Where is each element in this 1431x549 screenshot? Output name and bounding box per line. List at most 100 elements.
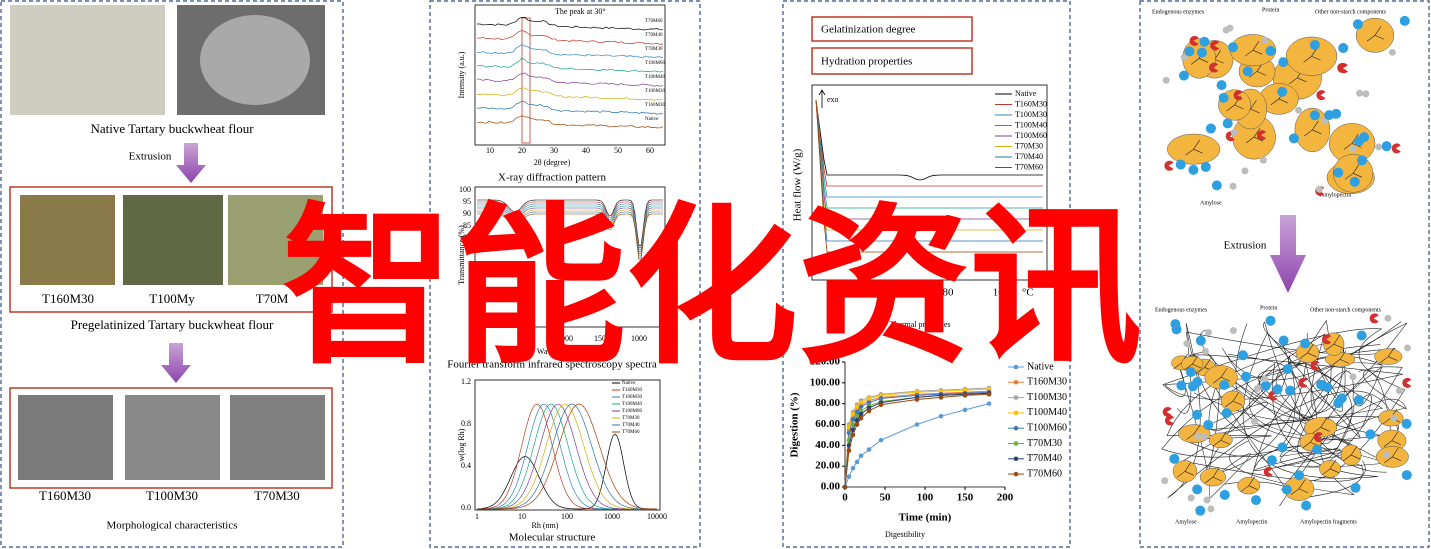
enzyme: [1209, 62, 1219, 73]
protein: [1265, 45, 1276, 56]
y-tick-label: 80.00: [815, 397, 840, 409]
enzyme: [1322, 334, 1332, 345]
protein: [1277, 442, 1288, 453]
protein: [1278, 57, 1289, 68]
x-tick-label: 10: [518, 512, 526, 521]
x-tick-label: 10: [486, 146, 494, 155]
arrow: [176, 143, 206, 183]
protein: [1281, 484, 1292, 495]
photo-detail: [200, 15, 310, 105]
protein: [1266, 455, 1277, 466]
x-tick-label: 50: [614, 146, 622, 155]
point: [854, 413, 860, 419]
point: [850, 465, 856, 471]
chain: [1192, 319, 1381, 447]
protein: [1401, 418, 1412, 429]
line: [844, 392, 990, 488]
curve: [477, 403, 657, 510]
panel-1: Native Tartary buckwheat flour Extrusion…: [9, 5, 333, 532]
curve: [477, 213, 663, 260]
legend-label: T70M40: [1015, 152, 1043, 161]
plot-frame: [474, 379, 661, 511]
line: [844, 390, 990, 488]
legend-label: T100M60: [1015, 131, 1047, 140]
other: [1295, 106, 1303, 114]
other: [1253, 385, 1261, 393]
point: [866, 447, 872, 452]
x-tick-label: 200: [997, 492, 1014, 504]
point: [850, 422, 856, 427]
protein: [1184, 46, 1195, 57]
branch: [1342, 445, 1361, 462]
x-tick-label: 20: [518, 146, 526, 155]
enzyme: [1402, 377, 1412, 388]
branch: [1304, 120, 1322, 137]
x-tick-label: 30: [550, 146, 558, 155]
other: [1388, 48, 1396, 56]
series-label: T100M30: [645, 89, 666, 94]
caption: Morphological characteristics: [106, 520, 237, 532]
curve: [477, 209, 663, 256]
axis-label: Time (min): [899, 512, 952, 524]
branch: [1176, 462, 1195, 478]
x-tick-label: 10000: [647, 512, 667, 521]
label: Protein: [1262, 7, 1279, 13]
protein: [1221, 408, 1232, 419]
label: Other non-starch components: [1310, 307, 1382, 313]
enzyme: [1233, 90, 1243, 101]
y-tick-label: 100.00: [810, 376, 841, 388]
other: [1203, 496, 1211, 504]
y-tick-label: 60.00: [815, 418, 840, 430]
panel-2: The peak at 30° Intensity (a.u.) 2θ (deg…: [447, 4, 666, 544]
curve: [477, 403, 657, 510]
other: [1383, 451, 1391, 459]
label: Amylose: [1175, 519, 1197, 525]
branch: [1290, 479, 1309, 495]
protein: [1300, 338, 1311, 349]
protein: [1288, 133, 1299, 144]
label: Native Tartary buckwheat flour: [90, 121, 254, 136]
label: Protein: [1260, 305, 1277, 311]
label: Other non-starch components: [1315, 9, 1387, 15]
legend-label: T70M30: [1027, 438, 1062, 449]
curve: [477, 203, 663, 250]
other: [1259, 156, 1267, 164]
protein: [1196, 47, 1207, 58]
point: [986, 401, 992, 406]
protein: [1222, 118, 1233, 129]
x-tick-label: 1500: [594, 334, 610, 343]
point: [854, 418, 860, 423]
plot-frame: [474, 4, 666, 146]
protein: [1356, 330, 1367, 341]
point: [850, 416, 856, 422]
other: [1384, 314, 1392, 322]
branch: [1299, 343, 1317, 360]
legend-marker: [1013, 456, 1019, 462]
curve: [477, 17, 664, 31]
curve: [477, 199, 663, 246]
enzyme: [1337, 62, 1347, 73]
box-label: Hydration properties: [821, 56, 912, 68]
point: [854, 422, 860, 427]
other: [1403, 344, 1411, 352]
protein: [1353, 136, 1364, 147]
protein: [1216, 80, 1227, 91]
protein: [1169, 453, 1180, 464]
photo: [18, 395, 113, 480]
protein: [1350, 482, 1361, 493]
legend-label: T70M30: [1015, 141, 1043, 150]
y-tick-label: 0.0: [461, 503, 471, 512]
x-tick-label: 50: [880, 492, 892, 504]
point: [850, 411, 856, 417]
enzyme: [1310, 360, 1320, 371]
other: [1261, 375, 1269, 383]
series-label: T70M60: [645, 19, 663, 24]
protein: [1185, 367, 1196, 378]
curve: [477, 205, 663, 252]
legend-marker: [1013, 441, 1019, 446]
label: Amylopectin: [1320, 192, 1351, 198]
branch: [1204, 467, 1223, 484]
branch: [1303, 47, 1321, 63]
protein: [1365, 429, 1376, 440]
other: [1390, 414, 1398, 422]
